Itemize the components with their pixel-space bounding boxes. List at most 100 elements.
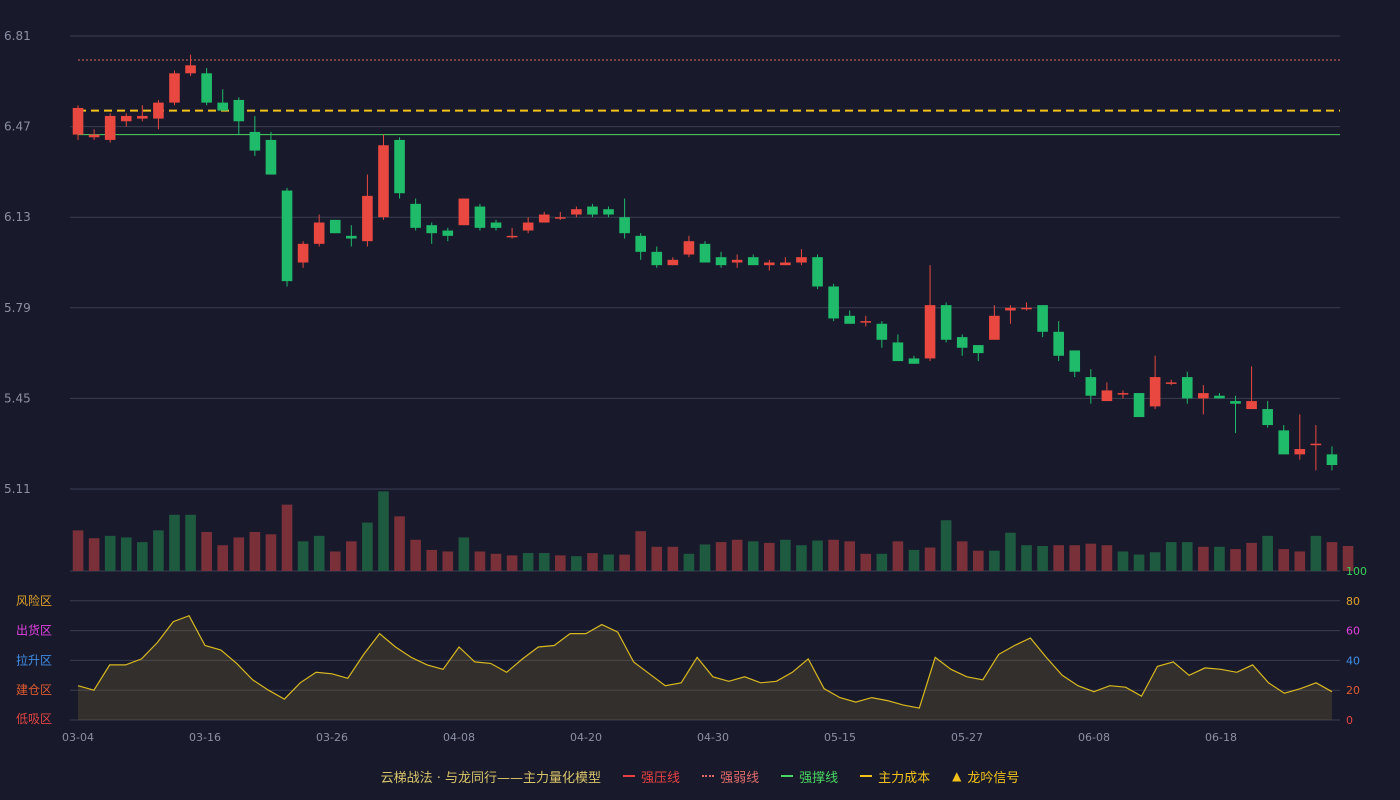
candle-body <box>603 209 614 215</box>
volume-bar <box>956 541 968 571</box>
candle-body <box>442 230 454 236</box>
indicator-tick-label: 80 <box>1346 595 1360 608</box>
volume-bar <box>731 539 743 571</box>
x-tick-label: 03-16 <box>189 731 221 744</box>
candle-body <box>892 342 904 362</box>
candlestick-series <box>72 54 1338 471</box>
volume-bar <box>329 551 341 571</box>
legend-item-strong-support[interactable]: 强撑线 <box>781 767 838 786</box>
volume-bar <box>587 553 598 571</box>
volume-bar <box>249 531 261 571</box>
candle-body <box>1101 390 1113 402</box>
legend-item-main-cost[interactable]: 主力成本 <box>860 767 930 786</box>
x-tick-label: 06-08 <box>1078 731 1110 744</box>
candle-body <box>860 321 872 323</box>
candle-body <box>731 259 743 263</box>
candle-body <box>972 345 984 354</box>
candle-body <box>555 217 566 219</box>
indicator-zone-label: 风险区 <box>16 593 52 608</box>
volume-bar <box>828 539 839 571</box>
volume-bar <box>892 541 904 571</box>
volume-bar <box>120 537 132 571</box>
candle-body <box>667 259 679 266</box>
legend-item-dragon-signal[interactable]: ▲ 龙吟信号 <box>952 767 1019 786</box>
volume-bar <box>1214 546 1225 571</box>
candle-body <box>474 206 486 228</box>
volume-bar <box>763 542 775 571</box>
candle-body <box>1181 377 1193 399</box>
candle-body <box>1117 393 1129 395</box>
candle-body <box>571 209 582 215</box>
price-tick-label: 6.13 <box>4 210 31 224</box>
candle-body <box>812 257 823 287</box>
volume-bar <box>1149 552 1161 571</box>
candle-body <box>394 139 405 194</box>
candle-body <box>747 257 759 266</box>
candle-body <box>1085 377 1097 396</box>
candle-body <box>169 73 180 103</box>
legend-item-strong-pressure[interactable]: 强压线 <box>623 767 680 786</box>
volume-bar <box>265 534 277 571</box>
volume-bar <box>1085 543 1097 571</box>
volume-bar <box>346 541 357 571</box>
volume-bar <box>635 531 647 571</box>
volume-bar <box>538 553 550 571</box>
volume-bar <box>1117 551 1129 571</box>
volume-bar <box>972 550 984 571</box>
volume-bar <box>313 535 325 571</box>
candle-body <box>924 305 936 359</box>
indicator-tick-label: 60 <box>1346 625 1360 638</box>
indicator-zone-label: 拉升区 <box>16 652 52 667</box>
candle-body <box>619 217 630 234</box>
volume-bar <box>619 554 630 571</box>
candle-body <box>635 235 647 252</box>
candle-body <box>426 225 438 234</box>
volume-bar <box>603 554 614 571</box>
candle-body <box>699 243 711 263</box>
reference-lines <box>78 59 1340 136</box>
solid-line-icon <box>781 775 794 777</box>
candle-body <box>1326 454 1338 466</box>
legend-label: 龙吟信号 <box>967 770 1020 786</box>
x-tick-label: 03-26 <box>316 731 348 744</box>
candle-body <box>651 251 663 266</box>
candle-body <box>346 235 357 239</box>
volume-bar <box>1021 545 1032 571</box>
volume-bar <box>426 549 438 571</box>
x-tick-label: 06-18 <box>1205 731 1237 744</box>
candle-body <box>249 131 261 151</box>
candle-body <box>281 190 293 282</box>
volume-bar <box>490 553 502 571</box>
volume-bar <box>699 544 711 571</box>
volume-bar <box>908 549 920 571</box>
volume-bar <box>458 537 470 571</box>
candle-body <box>1165 382 1177 384</box>
candle-body <box>329 219 341 234</box>
candle-body <box>1230 401 1241 404</box>
candle-body <box>522 222 534 231</box>
volume-bar <box>876 553 888 571</box>
volume-bar <box>1101 545 1113 571</box>
volume-bar <box>233 537 245 571</box>
x-tick-label: 04-20 <box>570 731 602 744</box>
candle-body <box>1278 430 1290 455</box>
volume-bar <box>1037 546 1048 571</box>
candle-body <box>1005 307 1016 311</box>
volume-bar <box>72 530 84 571</box>
volume-bar <box>796 545 807 571</box>
volume-bar <box>1165 542 1177 571</box>
legend-item-strength-line[interactable]: 强弱线 <box>702 767 759 786</box>
volume-bar <box>522 553 534 571</box>
candle-body <box>120 115 132 122</box>
candle-body <box>683 241 695 255</box>
volume-bar <box>1198 546 1209 571</box>
legend-title: 云梯战法 · 与龙同行——主力量化模型 <box>381 767 601 786</box>
legend-label: 强撑线 <box>799 770 839 786</box>
legend-title-text: 云梯战法 · 与龙同行——主力量化模型 <box>380 770 602 786</box>
candle-body <box>104 115 116 140</box>
volume-bar <box>571 556 582 571</box>
dashed-line-icon <box>860 775 873 777</box>
volume-bar <box>667 546 679 571</box>
candle-body <box>297 243 309 263</box>
price-tick-label: 6.81 <box>4 29 31 43</box>
